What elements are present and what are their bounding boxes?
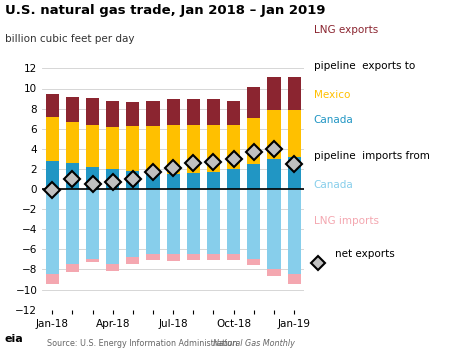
Bar	[267, 269, 280, 276]
Bar	[247, 164, 260, 189]
Bar	[227, 100, 240, 125]
Text: pipeline  imports from: pipeline imports from	[314, 151, 430, 161]
Bar	[187, 189, 200, 254]
Bar	[207, 172, 220, 189]
Bar	[126, 171, 139, 189]
Text: LNG imports: LNG imports	[314, 216, 379, 226]
Bar	[247, 87, 260, 118]
Text: pipeline  exports to: pipeline exports to	[314, 61, 415, 71]
Bar	[46, 94, 59, 117]
Bar	[86, 98, 99, 125]
Bar	[227, 189, 240, 254]
Bar	[167, 99, 180, 125]
Bar	[46, 189, 59, 274]
Text: net exports: net exports	[335, 249, 395, 259]
Bar	[146, 100, 160, 126]
Bar	[146, 173, 160, 189]
Text: Canada: Canada	[314, 180, 353, 190]
Bar	[86, 125, 99, 167]
Bar	[267, 189, 280, 269]
Bar	[207, 254, 220, 260]
Bar	[287, 109, 300, 157]
Bar	[146, 189, 160, 254]
Bar	[86, 167, 99, 189]
Text: U.S. natural gas trade, Jan 2018 – Jan 2019: U.S. natural gas trade, Jan 2018 – Jan 2…	[5, 4, 325, 17]
Bar	[106, 100, 119, 127]
Bar	[247, 259, 260, 265]
Bar	[227, 125, 240, 169]
Bar	[207, 189, 220, 254]
Bar	[126, 102, 139, 126]
Text: Canada: Canada	[314, 115, 353, 125]
Bar	[106, 127, 119, 169]
Bar	[207, 125, 220, 172]
Bar	[126, 257, 139, 264]
Bar	[86, 189, 99, 259]
Bar	[146, 126, 160, 173]
Bar	[146, 254, 160, 260]
Bar	[227, 254, 240, 260]
Bar	[126, 126, 139, 171]
Bar	[187, 254, 200, 260]
Bar	[187, 173, 200, 189]
Bar	[66, 264, 79, 273]
Bar	[187, 125, 200, 173]
Text: LNG exports: LNG exports	[314, 25, 378, 35]
Bar	[86, 259, 99, 262]
Bar	[227, 169, 240, 189]
Text: eia: eia	[5, 334, 23, 344]
Bar	[167, 174, 180, 189]
Bar	[66, 96, 79, 122]
Bar	[287, 274, 300, 284]
Bar	[106, 189, 119, 264]
Bar	[207, 99, 220, 125]
Text: Mexico: Mexico	[314, 90, 350, 100]
Bar	[267, 109, 280, 159]
Text: Natural Gas Monthly: Natural Gas Monthly	[213, 339, 295, 348]
Bar	[46, 161, 59, 189]
Bar	[167, 189, 180, 254]
Text: Source: U.S. Energy Information Administration: Source: U.S. Energy Information Administ…	[47, 339, 240, 348]
Bar	[66, 122, 79, 163]
Bar	[126, 189, 139, 257]
Bar	[287, 77, 300, 109]
Bar	[247, 118, 260, 164]
Bar	[187, 99, 200, 125]
Bar	[66, 163, 79, 189]
Bar	[247, 189, 260, 259]
Bar	[267, 77, 280, 109]
Text: billion cubic feet per day: billion cubic feet per day	[5, 34, 134, 44]
Bar	[287, 189, 300, 274]
Bar	[167, 125, 180, 174]
Bar	[46, 274, 59, 284]
Bar	[106, 264, 119, 271]
Bar	[167, 254, 180, 261]
Bar	[66, 189, 79, 264]
Bar	[106, 169, 119, 189]
Bar	[46, 117, 59, 161]
Bar	[267, 159, 280, 189]
Bar	[287, 157, 300, 189]
